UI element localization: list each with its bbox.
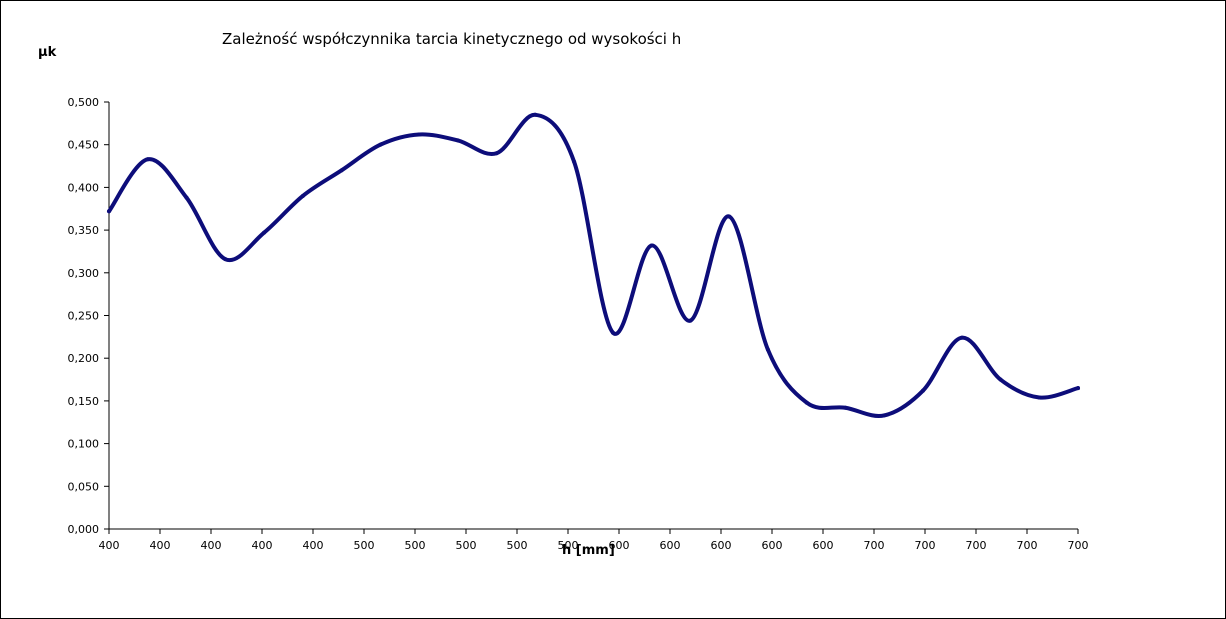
data-point [649,243,654,248]
data-point [107,209,111,214]
data-point [920,388,925,393]
data-point [804,400,809,405]
x-tick-label: 400 [303,539,324,552]
x-tick-label: 600 [711,539,732,552]
data-point [184,195,189,200]
x-tick-label: 700 [966,539,987,552]
y-tick-label: 0,100 [68,438,100,451]
data-point [882,413,887,418]
x-tick-label: 500 [558,539,579,552]
data-point [455,138,460,143]
data-point [339,168,344,173]
data-point [998,377,1003,382]
x-tick-label: 700 [915,539,936,552]
x-tick-label: 400 [201,539,222,552]
data-point [223,257,228,262]
x-tick-label: 700 [864,539,885,552]
y-tick-label: 0,000 [68,523,100,536]
x-tick-label: 700 [1017,539,1038,552]
data-point [533,112,538,117]
data-point [572,159,577,164]
y-tick-label: 0,250 [68,310,100,323]
data-point [959,335,964,340]
data-point [688,318,693,323]
y-tick-label: 0,400 [68,181,100,194]
x-tick-label: 400 [150,539,171,552]
y-tick-label: 0,350 [68,224,100,237]
data-point [378,142,383,147]
x-tick-label: 600 [609,539,630,552]
data-point [765,347,770,352]
x-tick-label: 600 [762,539,783,552]
y-tick-label: 0,050 [68,480,100,493]
data-point [262,230,267,235]
data-point [843,405,848,410]
y-tick-label: 0,500 [68,96,100,109]
x-tick-label: 700 [1068,539,1089,552]
data-point [145,157,150,162]
data-point [494,151,499,156]
y-tick-label: 0,450 [68,139,100,152]
data-point [300,193,305,198]
chart-title: Zależność współczynnika tarcia kinetyczn… [222,30,682,48]
x-tick-label: 500 [405,539,426,552]
y-tick-label: 0,300 [68,267,100,280]
x-tick-label: 500 [354,539,375,552]
x-tick-label: 400 [99,539,120,552]
data-point [417,132,422,137]
x-tick-label: 500 [507,539,528,552]
y-tick-label: 0,150 [68,395,100,408]
data-point [727,214,732,219]
y-tick-label: 0,200 [68,352,100,365]
y-axis-label: µk [38,45,57,60]
x-tick-label: 500 [456,539,477,552]
x-axis-label: h [mm] [562,543,615,558]
x-tick-label: 600 [660,539,681,552]
data-point [610,330,615,335]
x-tick-label: 600 [813,539,834,552]
x-tick-label: 400 [252,539,273,552]
data-point [1076,386,1080,391]
data-point [1037,395,1042,400]
series-line [107,112,1080,418]
